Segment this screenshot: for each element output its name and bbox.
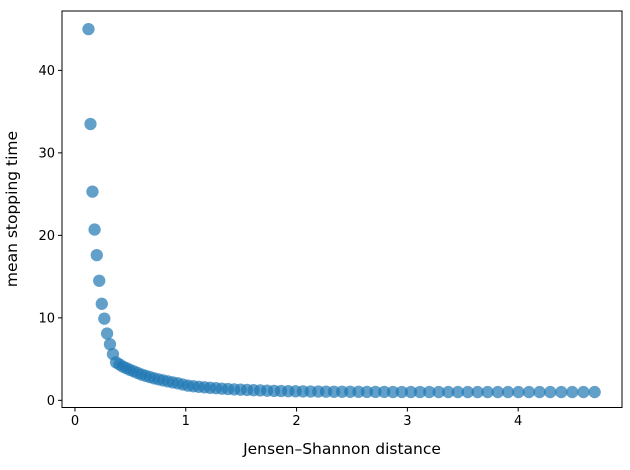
data-point xyxy=(90,249,103,262)
y-tick-label: 10 xyxy=(38,311,55,326)
plot-frame xyxy=(61,10,623,408)
data-point xyxy=(360,385,374,399)
data-point xyxy=(423,385,436,399)
data-point xyxy=(442,385,455,399)
data-point xyxy=(413,385,427,399)
x-tick-label: 2 xyxy=(292,414,300,429)
data-point xyxy=(86,185,99,198)
x-tick-label: 0 xyxy=(71,414,79,429)
y-tick-label: 30 xyxy=(38,146,55,161)
data-point xyxy=(84,117,97,131)
data-point xyxy=(577,385,590,399)
x-axis-label: Jensen–Shannon distance xyxy=(242,440,441,458)
data-point xyxy=(588,385,601,399)
data-point xyxy=(82,23,95,36)
y-axis-label: mean stopping time xyxy=(3,131,21,287)
data-point xyxy=(566,385,579,399)
data-point xyxy=(369,385,382,399)
data-point xyxy=(103,338,117,351)
data-point xyxy=(522,385,536,399)
data-point xyxy=(533,385,546,399)
data-point xyxy=(404,385,418,399)
data-point xyxy=(481,385,494,399)
data-point xyxy=(378,385,391,399)
data-point xyxy=(512,385,525,399)
data-point xyxy=(432,385,445,399)
data-point xyxy=(395,385,408,399)
data-point xyxy=(555,385,568,399)
y-tick-label: 40 xyxy=(38,64,55,79)
data-point xyxy=(100,327,114,340)
data-point xyxy=(544,385,557,399)
data-point xyxy=(491,385,504,399)
data-point xyxy=(93,274,106,287)
data-points-layer xyxy=(82,23,601,399)
data-point xyxy=(461,385,474,399)
y-tick-label: 20 xyxy=(38,229,55,244)
data-point xyxy=(501,385,515,399)
x-tick-label: 4 xyxy=(514,414,522,429)
data-point xyxy=(95,297,108,310)
data-point xyxy=(98,312,111,325)
data-point xyxy=(88,223,101,236)
data-point xyxy=(451,385,465,399)
x-tick-label: 1 xyxy=(182,414,190,429)
x-tick-label: 3 xyxy=(403,414,411,429)
data-point xyxy=(386,385,400,399)
y-tick-label: 0 xyxy=(47,394,55,409)
data-point xyxy=(471,385,484,399)
